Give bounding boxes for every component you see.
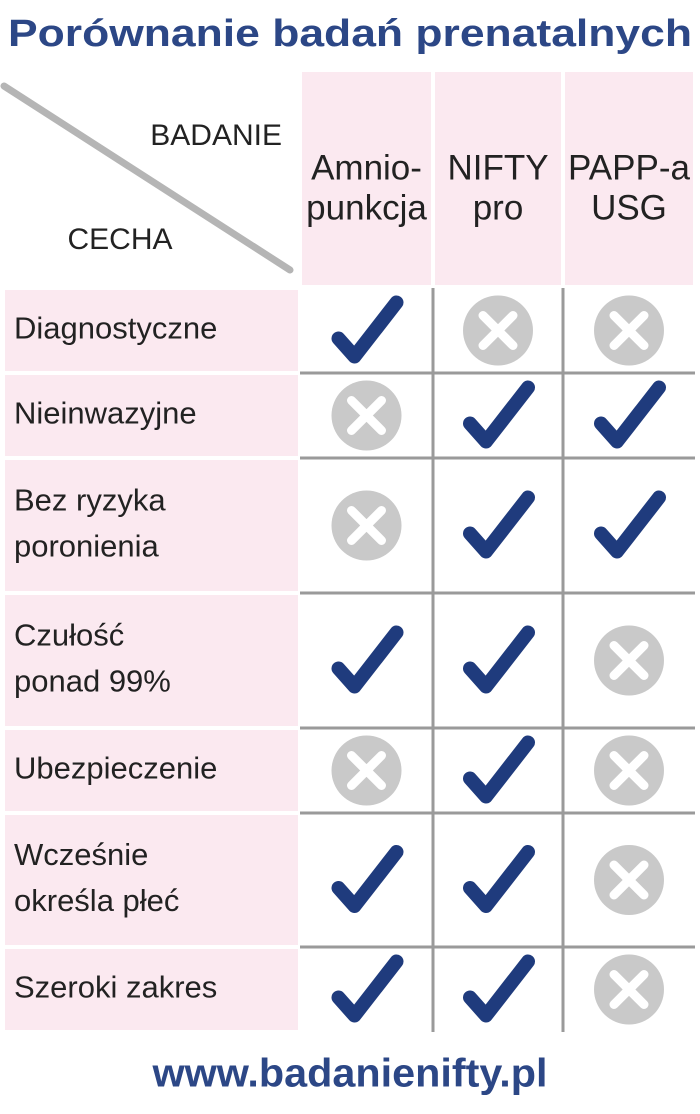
- column-header-cell: [565, 72, 693, 285]
- title: Porównanie badań prenatalnych: [8, 13, 692, 55]
- row-label-cell: [5, 290, 298, 371]
- row-label: Szeroki zakres: [14, 970, 217, 1005]
- column-header-label: NIFTY: [447, 148, 548, 187]
- row-label: Wcześnie: [14, 837, 148, 872]
- cross-icon: [594, 845, 664, 915]
- check-stroke: [463, 490, 535, 559]
- check-icon: [594, 380, 666, 449]
- cross-icon: [331, 380, 402, 451]
- check-stroke: [463, 380, 535, 449]
- check-icon: [331, 625, 404, 694]
- column-header-label: punkcja: [306, 188, 427, 227]
- row-label: Nieinwazyjne: [14, 396, 197, 431]
- check-stroke: [331, 295, 404, 364]
- cross-x: [478, 311, 518, 350]
- cross-icon: [331, 490, 402, 561]
- column-header-label: Amnio-: [311, 148, 422, 187]
- cross-x: [347, 506, 386, 545]
- cross-x: [347, 751, 386, 790]
- diagonal: [0, 82, 294, 274]
- check-icon: [463, 625, 535, 694]
- check-icon: [594, 490, 666, 559]
- check-icon: [463, 954, 535, 1023]
- header-bottom: CECHA: [67, 223, 172, 256]
- column-header-label: PAPP-a: [568, 148, 690, 187]
- check-icon: [331, 845, 404, 913]
- row-label: Bez ryzyka: [14, 483, 166, 518]
- row-label-cell: [5, 375, 298, 456]
- cross-icon: [463, 295, 533, 366]
- cross-icon: [594, 625, 664, 696]
- cross-x: [609, 311, 649, 350]
- check-icon: [463, 845, 535, 913]
- check-stroke: [594, 490, 666, 559]
- check-icon: [331, 954, 404, 1023]
- check-stroke: [331, 954, 404, 1023]
- row-label: Diagnostyczne: [14, 311, 217, 346]
- header-top: BADANIE: [150, 119, 282, 152]
- column-header-label: USG: [591, 188, 667, 227]
- cross-x: [609, 641, 649, 680]
- check-stroke: [463, 625, 535, 694]
- row-label-cell: [5, 949, 298, 1030]
- check-stroke: [594, 380, 666, 449]
- cross-x: [609, 860, 649, 900]
- footer-url: www.badanienifty.pl: [151, 1052, 547, 1096]
- row-label-cell: [5, 730, 298, 811]
- check-stroke: [463, 845, 535, 913]
- cross-icon: [594, 295, 664, 366]
- row-label: poronienia: [14, 529, 160, 564]
- cross-x: [609, 970, 649, 1009]
- cross-icon: [594, 954, 664, 1025]
- row-label-cell: [5, 815, 298, 945]
- cross-x: [609, 751, 649, 790]
- check-stroke: [331, 845, 404, 913]
- row-label: Ubezpieczenie: [14, 751, 217, 786]
- row-label-cell: [5, 595, 298, 726]
- row-label: Czułość: [14, 618, 124, 653]
- cross-x: [347, 396, 386, 435]
- check-stroke: [463, 954, 535, 1023]
- check-icon: [463, 380, 535, 449]
- cross-icon: [331, 735, 402, 806]
- check-stroke: [331, 625, 404, 694]
- cross-icon: [594, 735, 664, 806]
- check-icon: [331, 295, 404, 364]
- row-label: określa płeć: [14, 883, 179, 918]
- check-icon: [463, 735, 535, 804]
- column-header-cell: [302, 72, 431, 285]
- row-label-cell: [5, 460, 298, 591]
- row-label: ponad 99%: [14, 664, 171, 699]
- column-header-cell: [435, 72, 561, 285]
- check-stroke: [463, 735, 535, 804]
- column-header-label: pro: [473, 188, 524, 227]
- check-icon: [463, 490, 535, 559]
